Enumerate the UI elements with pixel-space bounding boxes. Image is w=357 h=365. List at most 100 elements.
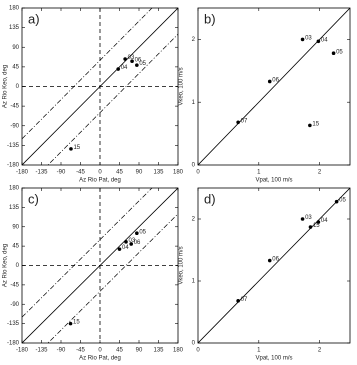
y-axis-label: Vkeo, 100 m/s [179, 67, 185, 105]
plot-area [22, 188, 178, 343]
y-tick-label: -135 [7, 321, 20, 327]
x-tick-label: 2 [318, 348, 322, 354]
x-tick-label: 90 [136, 348, 143, 354]
point-label: 04 [122, 245, 129, 251]
data-point [236, 120, 240, 125]
y-axis-label: Az Rio Keo, deg [3, 244, 9, 287]
data-point [331, 51, 336, 56]
point-label: 05 [139, 61, 146, 67]
data-point [68, 321, 73, 326]
point-label: 03 [128, 55, 135, 61]
y-tick-label: 0 [192, 341, 196, 347]
data-point [117, 247, 122, 251]
data-point [267, 79, 272, 84]
y-tick-label: -45 [10, 104, 19, 110]
y-axis-label: Az Rio Keo, deg [3, 65, 9, 108]
x-tick-label: -45 [76, 348, 85, 354]
panel-label: d) [204, 191, 216, 206]
data-point [308, 123, 312, 128]
panel-label: c) [28, 191, 39, 206]
point-label: 03 [305, 215, 312, 221]
panel: 0 1 2 0 1 2 Vpat, 100 m/s Vkeo, 100 m/s d) 07 06 03… [179, 187, 351, 362]
point-label: 06 [272, 78, 279, 84]
data-point [135, 231, 139, 236]
y-tick-label: 135 [9, 205, 20, 211]
y-axis-label: Vkeo, 100 m/s [179, 246, 185, 284]
y-tick-label: 45 [12, 64, 19, 70]
y-tick-label: 180 [9, 186, 20, 192]
x-axis-label: Vpat, 100 m/s [255, 178, 292, 184]
data-point [124, 240, 128, 244]
panel-label: b) [204, 11, 216, 26]
x-tick-label: 180 [173, 348, 184, 354]
plot-area [198, 8, 350, 165]
point-label: 04 [321, 218, 328, 224]
point-label: 05 [139, 229, 146, 235]
point-label: 03 [305, 35, 312, 41]
point-label: 15 [73, 320, 80, 326]
y-tick-label: 90 [12, 224, 19, 230]
y-tick-label: -180 [7, 163, 20, 169]
point-label: 04 [121, 65, 128, 71]
y-tick-label: -90 [10, 302, 19, 308]
y-tick-label: 45 [12, 244, 19, 250]
data-point [300, 37, 305, 42]
y-tick-label: 180 [9, 6, 20, 12]
data-point [129, 242, 133, 246]
y-tick-label: 0 [16, 263, 20, 269]
data-point [267, 258, 272, 263]
y-tick-label: 90 [12, 45, 19, 51]
y-tick-label: -180 [7, 341, 20, 347]
diagonal [22, 188, 178, 343]
band-line [47, 213, 178, 343]
x-axis-label: Vpat, 100 m/s [255, 356, 292, 362]
x-tick-label: -90 [57, 348, 66, 354]
point-label: 15 [313, 223, 320, 229]
x-tick-label: -180 [16, 170, 29, 176]
plot-area [22, 8, 178, 165]
x-tick-label: -135 [35, 170, 48, 176]
panel: -180 -135 -90 -45 0 45 90 135 180 -180 -135 -90 -45 0… [3, 6, 184, 184]
panel: -180 -135 -90 -45 0 45 90 135 180 -180 -135 -90 -45 0… [3, 186, 184, 362]
band-line [22, 8, 153, 140]
point-label: 06 [134, 240, 141, 246]
diagonal [198, 188, 350, 343]
plot-frame [197, 7, 351, 166]
x-tick-label: 45 [116, 170, 123, 176]
y-tick-label: 135 [9, 25, 20, 31]
y-tick-label: 1 [192, 100, 196, 106]
x-tick-label: 2 [318, 170, 322, 176]
panel: 0 1 2 0 1 2 Vpat, 100 m/s Vkeo, 100 m/s b) 07 06 03… [179, 7, 351, 184]
y-tick-label: 0 [192, 163, 196, 169]
x-tick-label: 0 [196, 170, 200, 176]
y-tick-label: -45 [10, 282, 19, 288]
diagonal [198, 8, 350, 165]
data-point [69, 147, 73, 151]
point-label: 15 [73, 145, 80, 151]
point-label: 15 [312, 122, 319, 128]
point-label: 07 [241, 297, 248, 303]
y-tick-label: -90 [10, 123, 19, 129]
y-tick-label: 1 [192, 279, 196, 285]
x-tick-label: 135 [153, 170, 164, 176]
data-point [300, 217, 305, 221]
x-tick-label: 0 [196, 348, 200, 354]
data-point [316, 39, 321, 44]
point-label: 06 [135, 57, 142, 63]
point-label: 03 [129, 238, 136, 244]
data-point [308, 225, 313, 229]
x-tick-label: 135 [153, 348, 164, 354]
x-tick-label: 1 [257, 170, 261, 176]
x-tick-label: 0 [98, 348, 102, 354]
x-tick-label: 180 [173, 170, 184, 176]
point-label: 06 [272, 257, 279, 263]
plot-frame [197, 187, 351, 344]
point-label: 05 [336, 49, 343, 55]
point-label: 04 [321, 37, 328, 43]
data-point [123, 57, 127, 61]
y-tick-label: 2 [192, 217, 196, 223]
point-label: 05 [339, 198, 346, 204]
x-tick-label: 1 [257, 348, 261, 354]
y-tick-label: 0 [16, 84, 20, 90]
